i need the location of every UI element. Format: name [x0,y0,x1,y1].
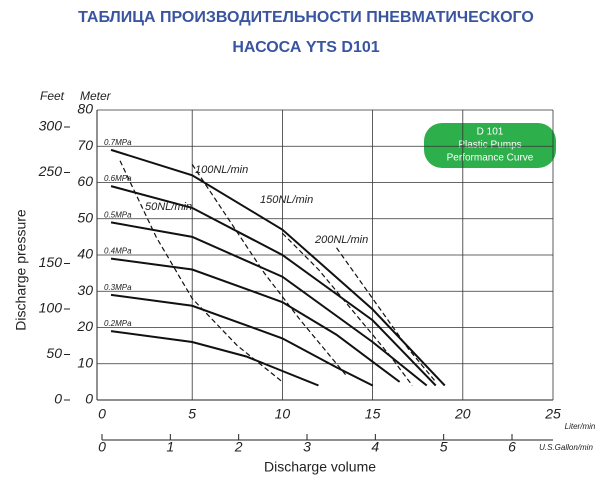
y-tick-label: 0 [85,391,93,407]
series-label: 100NL/min [195,164,248,176]
air-curve [191,164,347,376]
series-label: 0.2MPa [104,319,132,328]
badge-text: Performance Curve [447,153,534,164]
pressure-curve [110,257,401,383]
pressure-curve [110,293,374,387]
air-curve [281,232,413,386]
y-tick-label: 40 [77,246,93,262]
x2-tick-label: 4 [371,439,379,455]
x-tick-label: 25 [544,406,561,422]
y2-tick-label: 50 [46,345,62,361]
y-tick-label: 30 [77,282,93,298]
x-tick-label: 10 [275,406,291,422]
y-unit: Meter [80,89,112,103]
y-tick-label: 20 [76,318,93,334]
x2-tick-label: 3 [303,439,311,455]
y-tick-label: 50 [77,209,93,225]
series-label: 150NL/min [260,194,313,206]
y-axis-label: Discharge pressure [13,209,29,331]
x2-tick-label: 1 [166,439,174,455]
x-tick-label: 15 [365,406,381,422]
air-curve [119,160,283,383]
y2-tick-label: 0 [54,391,62,407]
x2-tick-label: 2 [234,439,243,455]
badge-text: Plastic Pumps [458,140,521,151]
badge-text: D 101 [477,127,504,138]
x-axis-label: Discharge volume [264,459,376,475]
pressure-curve [110,148,446,387]
series-label: 50NL/min [145,201,192,213]
y-unit: Feet [40,89,65,103]
series-label: 0.6MPa [104,174,132,183]
y-tick-label: 60 [77,173,93,189]
x2-tick-label: 6 [508,439,516,455]
x-unit: Liter/min [565,422,596,431]
y2-tick-label: 300 [39,118,63,134]
y2-tick-label: 250 [38,163,63,179]
x2-tick-label: 5 [440,439,448,455]
y2-tick-label: 150 [39,254,63,270]
x2-unit: U.S.Gallon/min [539,443,593,452]
x-tick-label: 5 [188,406,196,422]
air-curve [336,247,437,383]
chart-title: НАСОСА YTS D101 [232,39,379,56]
chart-title: ТАБЛИЦА ПРОИЗВОДИТЕЛЬНОСТИ ПНЕВМАТИЧЕСКО… [78,9,534,26]
x-tick-label: 0 [98,406,106,422]
series-label: 0.7MPa [104,138,132,147]
series-label: 0.5MPa [104,210,132,219]
series-label: 0.3MPa [104,283,132,292]
badge [424,123,556,168]
pressure-curve [110,185,437,387]
series-label: 200NL/min [314,234,368,246]
y-tick-label: 80 [77,101,93,117]
pressure-curve [110,330,319,387]
series-label: 0.4MPa [104,247,132,256]
x-tick-label: 20 [454,406,471,422]
y2-tick-label: 100 [39,300,63,316]
x2-tick-label: 0 [98,439,106,455]
y-tick-label: 10 [77,354,93,370]
y-tick-label: 70 [77,137,93,153]
